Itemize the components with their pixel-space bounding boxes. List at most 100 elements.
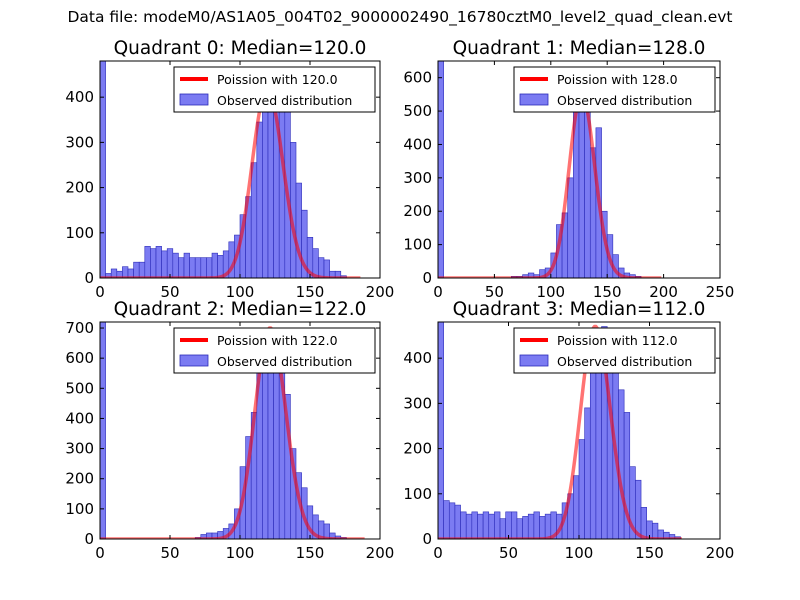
histogram-bar [578,104,585,278]
legend-bar-swatch [179,354,209,367]
x-tick-label: 100 [565,544,594,562]
x-tick-label: 150 [296,283,325,301]
legend: Poission with 128.0 Observed distribution [513,66,716,113]
histogram-bar [262,96,269,278]
x-tick-label: 100 [226,544,255,562]
y-tick-label: 100 [65,224,94,242]
histogram-bar [194,257,202,278]
histogram-bar [516,518,523,539]
x-tick-label: 150 [296,544,325,562]
x-tick-label: 200 [706,544,735,562]
quadrant-0-axes: 0 50 100 150 200 0 100 200 300 400 Quadrant 0: Med… [65,38,394,301]
legend: Poission with 112.0 Observed distribution [513,327,716,374]
histogram-bar [161,250,168,278]
y-tick-label: 400 [403,135,432,153]
x-tick-label: 200 [649,283,678,301]
subplot-title: Quadrant 3: Median=112.0 [453,299,706,320]
y-tick-label: 200 [403,440,432,458]
histogram-bar [584,407,591,539]
y-tick-label: 200 [403,202,432,220]
poisson-curve [438,324,683,539]
histogram-bar [267,87,274,278]
y-tick-label: 400 [65,409,94,427]
legend-label: Poission with 128.0 [557,72,678,87]
histogram-bar [100,61,106,278]
x-tick-label: 200 [366,283,395,301]
histogram-bar [189,257,196,278]
histogram-bar [448,502,456,539]
histogram-bar [499,518,506,539]
histogram-bar [250,162,258,278]
histogram-bar [273,345,280,539]
legend-label: Observed distribution [217,354,352,369]
y-tick-label: 300 [65,440,94,458]
histogram-bar [318,257,325,278]
y-tick-label: 100 [403,236,432,254]
histogram-bar [573,475,580,539]
histogram-bar [334,270,342,278]
y-tick-label: 200 [65,179,94,197]
x-tick-label: 0 [433,544,443,562]
histogram-bar [618,389,625,539]
x-tick-label: 50 [499,544,518,562]
quadrant-3-axes: 0 50 100 150 200 0 100 200 300 400 Quadrant 3: Med… [403,299,734,562]
x-tick-label: 50 [485,283,504,301]
legend-label: Observed distribution [557,93,692,108]
subplot-title: Quadrant 0: Median=120.0 [114,38,367,59]
histogram-bar [544,513,552,539]
histogram-bar [278,99,286,278]
y-tick-label: 200 [65,470,94,488]
histogram-bar [150,248,157,278]
y-tick-label: 0 [84,269,94,287]
histogram-bar [471,511,478,539]
x-tick-label: 50 [160,544,179,562]
histogram-bar [183,252,190,278]
histogram-bar [578,439,585,539]
legend-label: Observed distribution [557,354,692,369]
figure-title: Data file: modeM0/AS1A05_004T02_90000024… [67,8,733,26]
subplot-title: Quadrant 2: Median=122.0 [114,299,367,320]
histogram-bar [533,511,540,539]
y-tick-label: 0 [84,530,94,548]
y-tick-label: 500 [403,102,432,120]
y-tick-label: 500 [65,379,94,397]
x-tick-label: 150 [635,544,664,562]
legend: Poission with 122.0 Observed distribution [173,327,376,374]
histogram-bar [178,257,185,278]
legend-bar-swatch [179,93,209,106]
legend-bar-swatch [519,354,549,367]
legend-label: Observed distribution [217,93,352,108]
legend-label: Poission with 120.0 [217,72,338,87]
histogram-bar [155,246,162,278]
histogram-bar [567,177,574,278]
histogram-bar [522,516,529,539]
histogram-bar [206,257,213,278]
histogram-bar [438,322,444,539]
histogram-bar [482,511,490,539]
histogram-bar [640,507,647,539]
poisson-curve [438,92,662,278]
x-tick-label: 100 [226,283,255,301]
y-tick-label: 0 [422,269,432,287]
y-tick-label: 600 [65,349,94,367]
histogram-bar [172,252,179,278]
histogram-bar [595,357,602,539]
histogram-bar [443,500,450,539]
y-tick-label: 600 [403,69,432,87]
y-tick-label: 400 [403,349,432,367]
y-tick-label: 100 [403,485,432,503]
x-tick-label: 200 [366,544,395,562]
x-tick-label: 100 [536,283,565,301]
histogram-bar [539,516,546,539]
histogram-bar [256,121,263,278]
poisson-curve [100,86,361,278]
histogram-bar [505,511,512,539]
y-tick-label: 100 [65,500,94,518]
histogram-bar [652,522,659,539]
histogram-bar [488,513,495,539]
quadrant-0-plot [100,61,361,278]
x-tick-label: 250 [706,283,735,301]
histogram-bar [454,504,461,539]
quadrant-1-plot [438,61,662,278]
